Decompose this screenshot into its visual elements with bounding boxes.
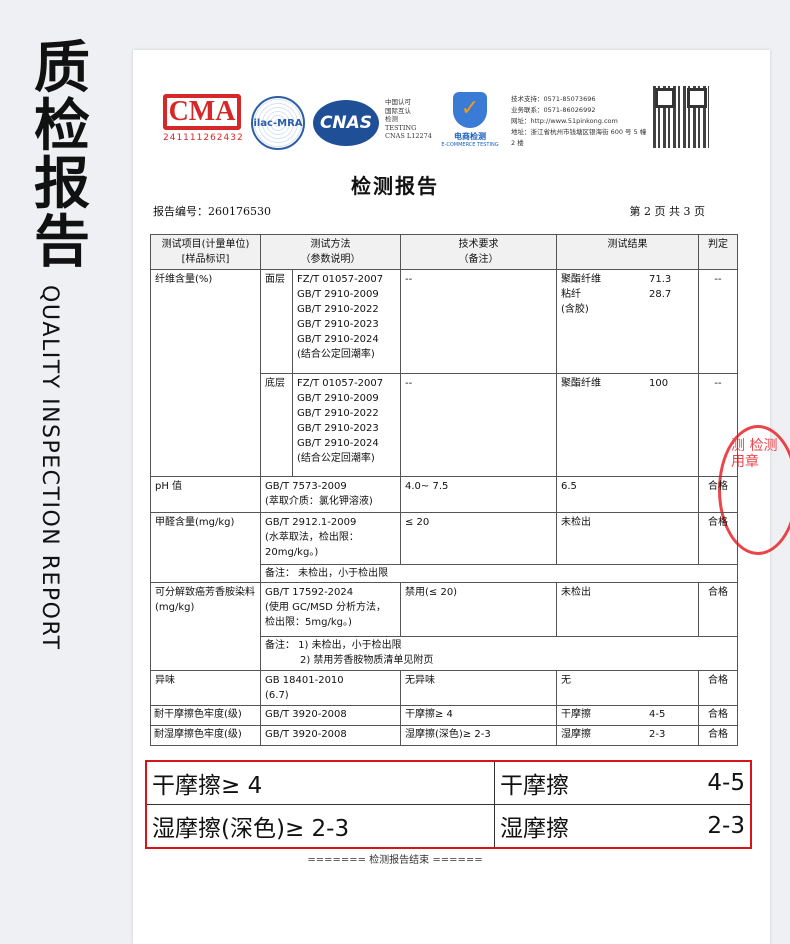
judgment-cell: 合格 — [698, 582, 738, 637]
item-cell: 甲醛含量(mg/kg) — [150, 512, 261, 583]
result-cell: 聚酯纤维 100 — [556, 373, 699, 477]
table-header: 测试项目(计量单位) [样品标识] 测试方法 （参数说明） 技术要求 （备注） … — [150, 234, 738, 270]
result-cell: 未检出 — [556, 512, 699, 565]
report-number: 报告编号：260176530 — [153, 205, 271, 218]
report-title: 检测报告 — [351, 174, 439, 198]
method-cell: GB 18401-2010 (6.7) — [260, 670, 401, 706]
cma-logo: CMA 241111262432 — [163, 94, 244, 143]
method-cell: GB/T 2912.1-2009 (水萃取法，检出限：20mg/kg。) — [260, 512, 401, 565]
side-title: 质检报告 — [34, 36, 90, 275]
judgment-cell: 合格 — [698, 725, 738, 746]
header-result: 测试结果 — [556, 234, 699, 270]
requirement-cell: ≤ 20 — [400, 512, 557, 565]
note-row: 备注： 1) 未检出，小于检出限 2) 禁用芳香胺物质清单见附页 — [151, 636, 738, 671]
table-row: 底层 FZ/T 01057-2007 GB/T 2910-2009 GB/T 2… — [151, 373, 738, 477]
dry-requirement: 干摩擦≥ 4 — [147, 762, 495, 805]
note-cell: 备注： 1) 未检出，小于检出限 2) 禁用芳香胺物质清单见附页 — [260, 636, 738, 671]
judgment-cell: 合格 — [698, 670, 738, 706]
note-cell: 备注： 未检出，小于检出限 — [260, 564, 738, 583]
table-row: pH 值 GB/T 7573-2009 (萃取介质：氯化钾溶液) 4.0~ 7.… — [150, 476, 738, 513]
result-cell: 无 — [556, 670, 699, 706]
side-subtitle: QUALITY INSPECTION REPORT — [37, 285, 62, 651]
judgment-cell: -- — [698, 373, 738, 477]
header-method: 测试方法 （参数说明） — [260, 234, 401, 270]
method-cell: FZ/T 01057-2007 GB/T 2910-2009 GB/T 2910… — [292, 269, 401, 374]
method-cell: GB/T 3920-2008 — [260, 705, 401, 726]
item-cell: 异味 — [150, 670, 261, 706]
requirement-cell: -- — [400, 269, 557, 374]
judgment-cell: 合格 — [698, 705, 738, 726]
item-cell: 耐湿摩擦色牢度(级) — [150, 725, 261, 746]
judgment-cell: 合格 — [698, 512, 738, 565]
header-requirement: 技术要求 （备注） — [400, 234, 557, 270]
requirement-cell: 4.0~ 7.5 — [400, 476, 557, 513]
item-cell: 可分解致癌芳香胺染料(mg/kg) — [150, 582, 261, 671]
check-shield-icon: ✓ — [453, 92, 487, 128]
result-cell: 6.5 — [556, 476, 699, 513]
logo-bar: CMA 241111262432 ilac-MRA CNAS 中国认可 国际互认 检测… — [163, 86, 723, 156]
dry-result: 干摩擦 4-5 — [495, 762, 750, 805]
ecommerce-testing-logo: ✓ 电商检测 E-COMMERCE TESTING — [441, 92, 499, 148]
method-cell: FZ/T 01057-2007 GB/T 2910-2009 GB/T 2910… — [292, 373, 401, 477]
result-cell: 未检出 — [556, 582, 699, 637]
requirement-cell: 无异味 — [400, 670, 557, 706]
item-cell: 纤维含量(%) — [150, 269, 261, 477]
qr-code-icon — [653, 86, 709, 148]
item-cell: 耐干摩擦色牢度(级) — [150, 705, 261, 726]
requirement-cell: -- — [400, 373, 557, 477]
layer-cell: 面层 — [260, 269, 293, 374]
results-table: 测试项目(计量单位) [样品标识] 测试方法 （参数说明） 技术要求 （备注） … — [150, 234, 738, 746]
method-cell: GB/T 3920-2008 — [260, 725, 401, 746]
header-item: 测试项目(计量单位) [样品标识] — [150, 234, 261, 270]
result-cell: 干摩擦 4-5 — [556, 705, 699, 726]
layer-cell: 底层 — [260, 373, 293, 477]
judgment-cell: 合格 — [698, 476, 738, 513]
table-row: 耐湿摩擦色牢度(级) GB/T 3920-2008 湿摩擦(深色)≥ 2-3 湿… — [150, 725, 738, 746]
table-row: 纤维含量(%) 面层 FZ/T 01057-2007 GB/T 2910-200… — [150, 269, 738, 477]
method-cell: GB/T 7573-2009 (萃取介质：氯化钾溶液) — [260, 476, 401, 513]
wet-result: 湿摩擦 2-3 — [500, 813, 745, 842]
table-row: 异味 GB 18401-2010 (6.7) 无异味 无 合格 — [150, 670, 738, 706]
table-row: 可分解致癌芳香胺染料(mg/kg) GB/T 17592-2024 (使用 GC… — [150, 582, 738, 671]
requirement-cell: 干摩擦≥ 4 — [400, 705, 557, 726]
contact-info: 技术支持：0571-85073696 业务联系：0571-86026992 网址：h… — [511, 95, 647, 147]
page-number: 第 2 页 共 3 页 — [629, 205, 705, 218]
ilac-logo: ilac-MRA — [251, 96, 305, 150]
requirement-cell: 禁用(≤ 20) — [400, 582, 557, 637]
method-cell: GB/T 17592-2024 (使用 GC/MSD 分析方法，检出限：5mg/… — [260, 582, 401, 637]
table-row: 甲醛含量(mg/kg) GB/T 2912.1-2009 (水萃取法，检出限：2… — [150, 512, 738, 583]
requirement-cell: 湿摩擦(深色)≥ 2-3 — [400, 725, 557, 746]
result-cell: 湿摩擦 2-3 — [556, 725, 699, 746]
report-end: ======= 检测报告结束 ====== — [307, 855, 483, 866]
header-judgment: 判定 — [698, 234, 738, 270]
rubbing-fastness-highlight: 干摩擦≥ 4 干摩擦 4-5 湿摩擦(深色)≥ 2-3 湿摩擦 2-3 — [145, 760, 752, 849]
cnas-text: 中国认可 国际互认 检测 TESTING CNAS L12274 — [385, 98, 432, 140]
judgment-cell: -- — [698, 269, 738, 374]
table-row: 耐干摩擦色牢度(级) GB/T 3920-2008 干摩擦≥ 4 干摩擦 4-5 … — [150, 705, 738, 726]
item-cell: pH 值 — [150, 476, 261, 513]
wet-requirement: 湿摩擦(深色)≥ 2-3 — [147, 805, 495, 847]
result-cell: 聚酯纤维 71.3 粘纤 28.7 (含胶) — [556, 269, 699, 374]
cnas-logo: CNAS — [313, 100, 379, 146]
